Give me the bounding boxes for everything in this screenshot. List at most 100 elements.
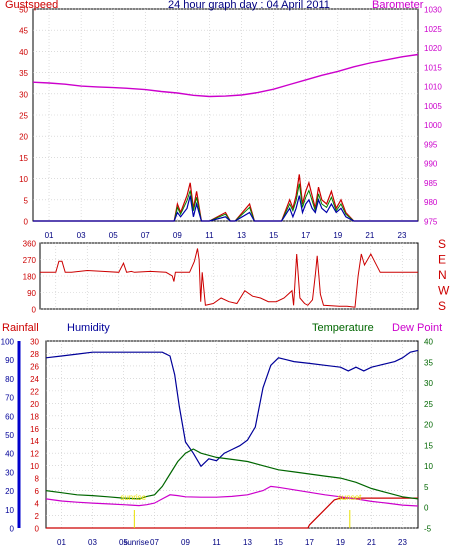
dewpoint-line bbox=[45, 485, 419, 507]
time-tick-label: 23 bbox=[398, 538, 407, 547]
temperature-tick-label: 10 bbox=[424, 462, 433, 471]
humidity-tick-label: 20 bbox=[5, 487, 14, 496]
windspeed-line bbox=[33, 195, 418, 222]
rainfall-tick-label: 12 bbox=[30, 450, 39, 459]
gust-tick-label: 30 bbox=[19, 90, 28, 99]
rainfall-tick-label: 16 bbox=[30, 425, 39, 434]
barometer-tick-label: 1005 bbox=[424, 102, 442, 111]
humidity-tick-label: 40 bbox=[5, 450, 14, 459]
time-tick-label: 05 bbox=[119, 538, 128, 547]
direction-tick-label: 270 bbox=[23, 256, 37, 265]
temperature-tick-label: 40 bbox=[424, 338, 433, 347]
humidity-tick-label: 60 bbox=[5, 412, 14, 421]
gustspeed-axis-title: Gustspeed bbox=[5, 0, 58, 11]
barometer-tick-label: 985 bbox=[424, 179, 438, 188]
barometer-tick-label: 1000 bbox=[424, 121, 442, 130]
wind-direction-line bbox=[40, 248, 418, 308]
gust-tick-label: 0 bbox=[24, 218, 29, 227]
temperature-axis-title: Temperature bbox=[312, 322, 374, 334]
time-tick-label: 01 bbox=[57, 538, 66, 547]
temperature-humidity-panel: Rainfall Humidity Temperature Dew Point … bbox=[1, 322, 443, 547]
sunrise-label: sunrise bbox=[123, 538, 149, 547]
humidity-tick-label: 70 bbox=[5, 394, 14, 403]
humidity-tick-label: 100 bbox=[1, 338, 15, 347]
rainfall-tick-label: 20 bbox=[30, 400, 39, 409]
time-tick-label: 09 bbox=[173, 231, 182, 240]
gust-tick-label: 15 bbox=[19, 154, 28, 163]
rainfall-tick-label: 14 bbox=[30, 437, 39, 446]
gust-tick-label: 35 bbox=[19, 69, 28, 78]
time-tick-label: 09 bbox=[181, 538, 190, 547]
barometer-tick-label: 1020 bbox=[424, 44, 442, 53]
time-tick-label: 13 bbox=[243, 538, 252, 547]
rainfall-tick-label: 22 bbox=[30, 387, 39, 396]
time-tick-label: 23 bbox=[398, 231, 407, 240]
temperature-line bbox=[45, 448, 419, 500]
gust-tick-label: 40 bbox=[19, 48, 28, 57]
temperature-tick-label: 35 bbox=[424, 358, 433, 367]
direction-tick-label: 360 bbox=[23, 240, 37, 249]
time-tick-label: 15 bbox=[274, 538, 283, 547]
humidity-tick-label: 90 bbox=[5, 356, 14, 365]
compass-letter: S bbox=[438, 237, 446, 251]
direction-tick-label: 180 bbox=[23, 273, 37, 282]
temperature-tick-label: 20 bbox=[424, 421, 433, 430]
time-tick-label: 13 bbox=[237, 231, 246, 240]
time-tick-label: 17 bbox=[305, 538, 314, 547]
direction-tick-label: 90 bbox=[27, 289, 36, 298]
temperature-tick-label: 25 bbox=[424, 400, 433, 409]
barometer-axis-title: Barometer bbox=[372, 0, 424, 11]
rainfall-tick-label: 6 bbox=[35, 487, 40, 496]
dewpoint-axis-title: Dew Point bbox=[392, 322, 442, 334]
compass-letter: E bbox=[438, 253, 446, 267]
rainfall-tick-label: 2 bbox=[35, 512, 40, 521]
rainfall-tick-label: 4 bbox=[35, 500, 40, 509]
time-tick-label: 03 bbox=[88, 538, 97, 547]
gust-tick-label: 10 bbox=[19, 175, 28, 184]
rainfall-tick-label: 8 bbox=[35, 475, 40, 484]
temperature-tick-label: 5 bbox=[424, 483, 429, 492]
barometer-tick-label: 1030 bbox=[424, 6, 442, 15]
rainfall-tick-label: 18 bbox=[30, 412, 39, 421]
time-tick-label: 05 bbox=[109, 231, 118, 240]
barometer-tick-label: 1015 bbox=[424, 63, 442, 72]
gust-tick-label: 45 bbox=[19, 27, 28, 36]
time-tick-label: 19 bbox=[333, 231, 342, 240]
humidity-tick-label: 80 bbox=[5, 375, 14, 384]
time-tick-label: 03 bbox=[77, 231, 86, 240]
sunrise-label-top: sunrise bbox=[120, 493, 146, 502]
time-tick-label: 07 bbox=[141, 231, 150, 240]
temperature-tick-label: 15 bbox=[424, 441, 433, 450]
gust-line bbox=[33, 174, 418, 222]
compass-letter: S bbox=[438, 299, 446, 313]
humidity-tick-label: 0 bbox=[10, 525, 15, 534]
time-tick-label: 21 bbox=[367, 538, 376, 547]
time-tick-label: 01 bbox=[45, 231, 54, 240]
rainfall-tick-label: 26 bbox=[30, 362, 39, 371]
humidity-axis-title: Humidity bbox=[67, 322, 110, 334]
barometer-tick-label: 1010 bbox=[424, 83, 442, 92]
rainfall-tick-label: 0 bbox=[35, 525, 40, 534]
humidity-line bbox=[45, 349, 419, 468]
rainfall-tick-label: 30 bbox=[30, 338, 39, 347]
humidity-tick-label: 30 bbox=[5, 468, 14, 477]
rainfall-tick-label: 24 bbox=[30, 375, 39, 384]
gust-tick-label: 20 bbox=[19, 133, 28, 142]
time-tick-label: 11 bbox=[205, 231, 214, 240]
gust-tick-label: 5 bbox=[24, 196, 29, 205]
time-tick-label: 07 bbox=[150, 538, 159, 547]
temperature-tick-label: 0 bbox=[424, 504, 429, 513]
time-tick-label: 15 bbox=[269, 231, 278, 240]
barometer-tick-label: 980 bbox=[424, 198, 438, 207]
gust-tick-label: 50 bbox=[19, 6, 28, 15]
humidity-tick-label: 50 bbox=[5, 431, 14, 440]
time-tick-label: 19 bbox=[336, 538, 345, 547]
time-tick-label: 11 bbox=[212, 538, 221, 547]
barometer-tick-label: 1025 bbox=[424, 25, 442, 34]
temperature-tick-label: -5 bbox=[424, 525, 432, 534]
barometer-line bbox=[32, 53, 419, 98]
time-tick-label: 21 bbox=[365, 231, 374, 240]
